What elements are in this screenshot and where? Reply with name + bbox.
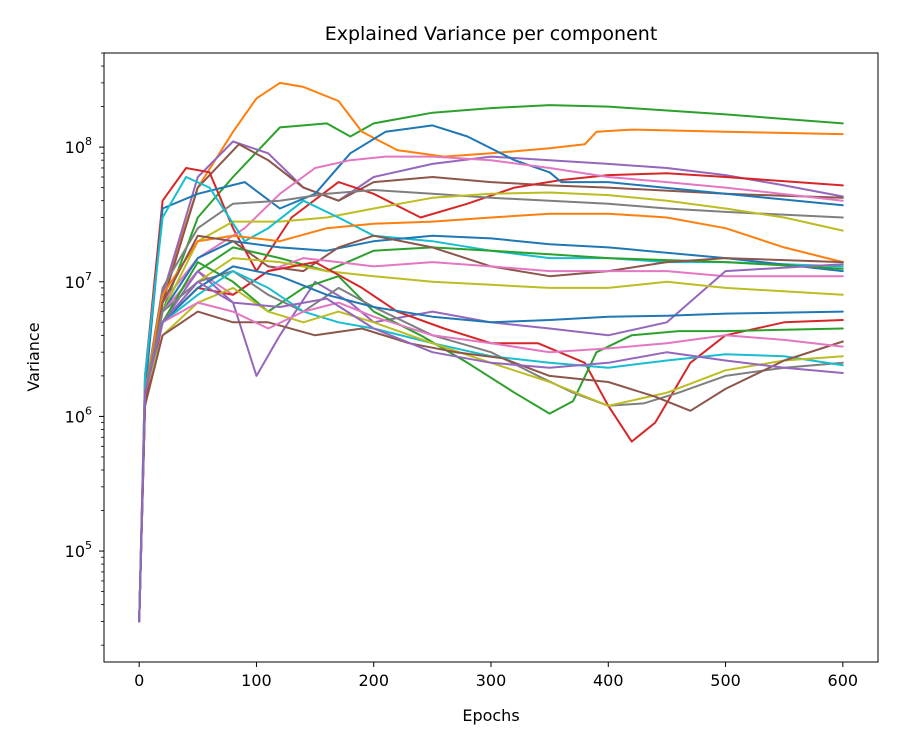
series-line-3 (138, 140, 844, 623)
x-tick-label: 500 (710, 671, 741, 690)
x-tick-label: 0 (134, 671, 144, 690)
series-line-5 (138, 167, 844, 623)
series-line-24 (138, 301, 844, 623)
x-tick-label: 200 (358, 671, 389, 690)
series-line-18 (138, 261, 844, 623)
y-tick-label: 107 (65, 270, 92, 292)
series-line-12 (138, 234, 844, 623)
x-tick-label: 400 (593, 671, 624, 690)
y-axis: 105 106 107 108 (65, 52, 104, 646)
series-line-22 (138, 286, 844, 623)
series-line-14 (138, 234, 844, 623)
y-tick-label: 108 (65, 135, 92, 157)
series-line-8 (138, 189, 844, 623)
series-line-16 (138, 263, 844, 623)
series-line-7 (138, 155, 844, 623)
y-tick-label: 105 (65, 539, 92, 561)
series-line-23 (138, 310, 844, 623)
y-tick-label: 106 (65, 404, 92, 426)
x-tick-label: 300 (476, 671, 507, 690)
chart-title: Explained Variance per component (325, 23, 658, 45)
series-line-26 (138, 280, 844, 623)
x-tick-label: 600 (828, 671, 859, 690)
y-axis-label: Variance (24, 322, 43, 391)
x-axis: 0 100 200 300 400 500 600 (134, 662, 858, 690)
series-line-4 (138, 143, 844, 623)
series-group (138, 81, 844, 623)
series-line-9 (138, 191, 844, 623)
series-line-25 (138, 265, 844, 623)
series-line-6 (138, 124, 844, 623)
x-tick-label: 100 (241, 671, 272, 690)
x-axis-label: Epochs (462, 706, 519, 725)
